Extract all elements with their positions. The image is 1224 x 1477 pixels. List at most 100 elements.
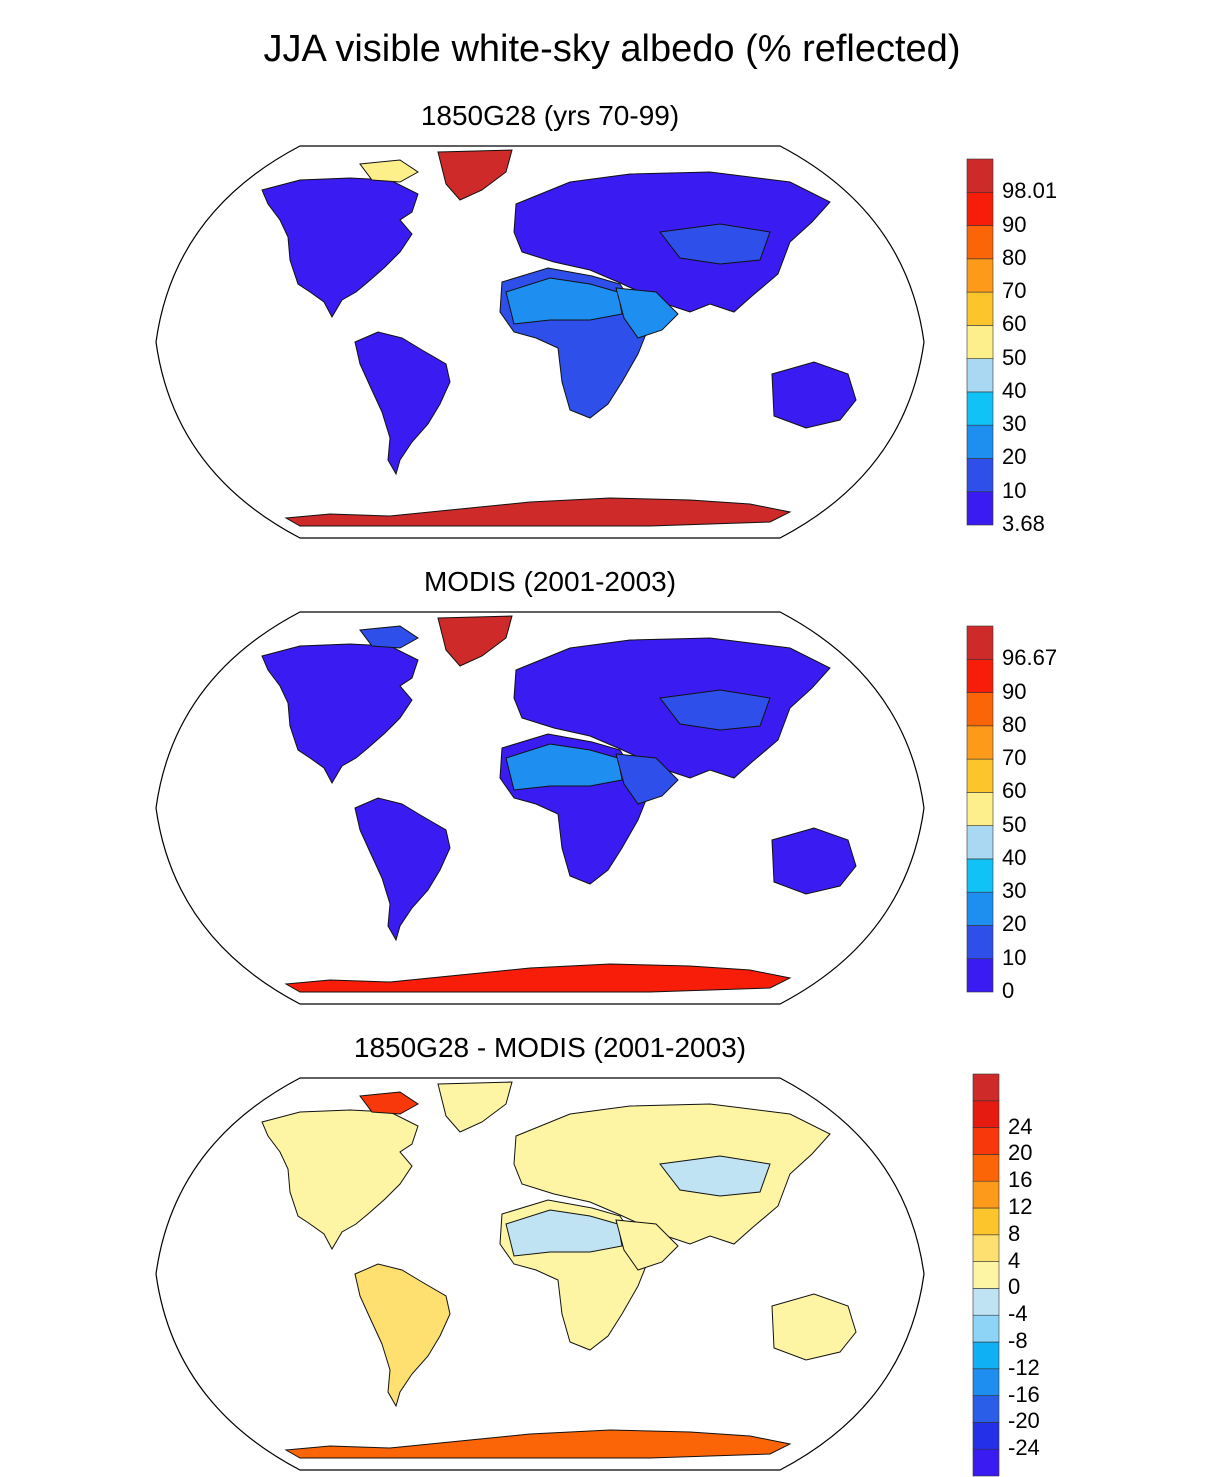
map-diff [150, 1074, 930, 1474]
colorbar-swatch [966, 758, 994, 793]
colorbar-label: -12 [1008, 1354, 1040, 1380]
region-arctic-islands [359, 1091, 419, 1115]
colorbar-label: 20 [1008, 1140, 1033, 1166]
colorbar-label: 20 [1002, 911, 1027, 937]
colorbar-swatch [966, 358, 994, 393]
colorbar-label: 3.68 [1002, 511, 1045, 536]
colorbar-label: 70 [1002, 278, 1027, 304]
map-model [150, 142, 930, 542]
region-greenland [437, 149, 513, 201]
colorbar-label: 30 [1002, 878, 1027, 904]
map-svg [155, 1077, 925, 1471]
colorbar-swatch [972, 1422, 1000, 1450]
region-arabia [615, 287, 679, 339]
colorbar-swatch [966, 291, 994, 326]
colorbar-label: -8 [1008, 1328, 1028, 1353]
region-north-america [261, 643, 419, 785]
colorbar-swatch [966, 258, 994, 293]
map-border [155, 145, 925, 539]
region-australia [771, 1293, 857, 1361]
colorbar-swatch [972, 1341, 1000, 1370]
colorbar-swatch [966, 925, 994, 960]
region-arctic-islands [359, 625, 419, 649]
colorbar-swatch [966, 692, 994, 727]
colorbar-swatch [972, 1368, 1000, 1396]
colorbar-svg [972, 1073, 1000, 1477]
region-south-america [354, 331, 451, 476]
colorbar-label: 12 [1008, 1194, 1033, 1219]
colorbar-label: 90 [1002, 678, 1027, 704]
colorbar-swatch [972, 1448, 1000, 1477]
colorbar-swatch [972, 1234, 1000, 1262]
colorbar-label: 98.01 [1002, 178, 1058, 204]
colorbar-label: 24 [1008, 1113, 1033, 1139]
region-central-asia [659, 223, 771, 265]
colorbar-swatch [966, 158, 994, 193]
colorbar-label: 90 [1002, 211, 1027, 237]
colorbar-swatch [966, 958, 994, 993]
region-sahara [505, 277, 623, 325]
colorbar-label: 80 [1002, 711, 1027, 737]
region-south-america [354, 797, 451, 942]
colorbar-swatch [972, 1288, 1000, 1316]
colorbar-swatch [966, 458, 994, 493]
map-border [155, 1077, 925, 1471]
map-border [155, 611, 925, 1005]
map-obs [150, 608, 930, 1008]
region-arabia [615, 753, 679, 805]
region-central-asia [659, 689, 771, 731]
colorbar-swatch [966, 825, 994, 860]
colorbar-label: 60 [1002, 778, 1027, 804]
colorbar-label: 20 [1002, 444, 1027, 470]
colorbar-swatch [966, 725, 994, 760]
region-australia [771, 361, 857, 429]
region-sahara [505, 1209, 623, 1257]
colorbar-swatch [966, 391, 994, 426]
region-greenland [437, 1081, 513, 1133]
colorbar-swatch [966, 325, 994, 359]
colorbar-label: 16 [1008, 1167, 1033, 1193]
colorbar-svg [966, 625, 994, 993]
colorbar-swatch [966, 625, 994, 660]
colorbar-label: -20 [1008, 1408, 1040, 1434]
colorbar-label: 0 [1008, 1274, 1021, 1300]
region-greenland [437, 615, 513, 667]
colorbar-label: 40 [1002, 377, 1027, 403]
colorbar-swatch [966, 891, 994, 926]
colorbar-label: 0 [1002, 978, 1015, 1003]
colorbar-swatch [966, 491, 994, 526]
colorbar-swatch [972, 1261, 1000, 1289]
colorbar-svg [966, 158, 994, 526]
colorbar-swatch [972, 1180, 1000, 1209]
region-north-america [261, 1109, 419, 1251]
colorbar-label: 30 [1002, 411, 1027, 437]
region-arabia [615, 1219, 679, 1271]
colorbar-swatch [966, 858, 994, 893]
panel-title-diff: 1850G28 - MODIS (2001-2003) [353, 1032, 747, 1063]
colorbar-label: 40 [1002, 844, 1027, 870]
region-antarctica [284, 963, 792, 993]
colorbar-label: 70 [1002, 745, 1027, 771]
colorbar-label: 4 [1008, 1247, 1021, 1273]
colorbar-label: -4 [1008, 1301, 1028, 1327]
colorbar-swatch [972, 1154, 1000, 1182]
region-sahara [505, 743, 623, 791]
region-australia [771, 827, 857, 895]
colorbar-swatch [972, 1395, 1000, 1423]
colorbar-swatch [972, 1127, 1000, 1155]
colorbar-swatch [972, 1314, 1000, 1343]
colorbar-label: 8 [1008, 1220, 1021, 1246]
colorbar-label: -24 [1008, 1435, 1040, 1461]
colorbar-label: 50 [1002, 344, 1027, 370]
region-north-america [261, 177, 419, 319]
colorbar-label: 10 [1002, 477, 1027, 503]
panel-title-obs: MODIS (2001-2003) [423, 566, 677, 597]
region-antarctica [284, 1429, 792, 1459]
panel-title-model: 1850G28 (yrs 70-99) [420, 100, 680, 131]
figure-title: JJA visible white-sky albedo (% reflecte… [263, 28, 961, 70]
region-south-america [354, 1263, 451, 1408]
colorbar-label: 80 [1002, 244, 1027, 270]
colorbar-label: 96.67 [1002, 645, 1058, 671]
colorbar-label: -16 [1008, 1381, 1040, 1407]
colorbar-swatch [972, 1207, 1000, 1236]
